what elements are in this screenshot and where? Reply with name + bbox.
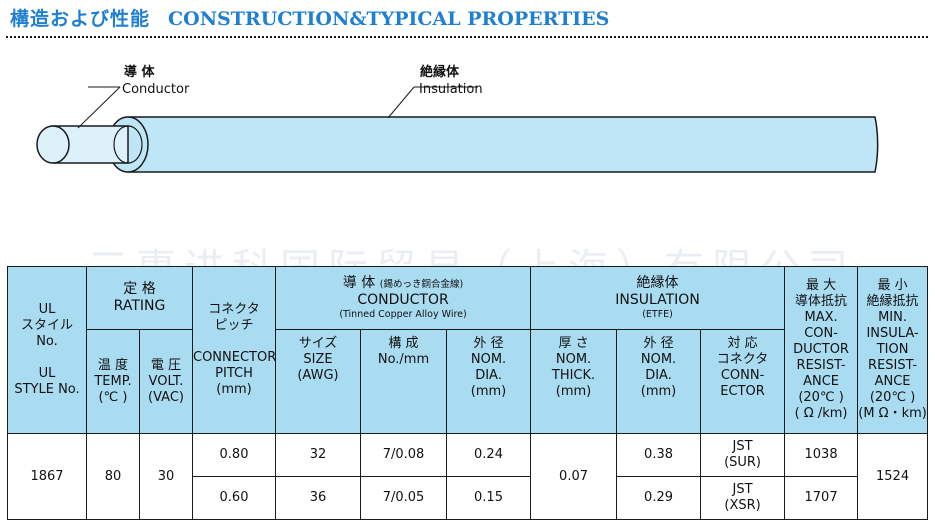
header-composition: 構 成 No./mm (360, 329, 447, 434)
header-conductor-sub: (Tinned Copper Alloy Wire) (339, 309, 467, 320)
insulation-callout: 絶縁体 Insulation (387, 64, 483, 119)
header-conductor-en: CONDUCTOR (357, 292, 449, 308)
cell-thickness: 0.07 (530, 433, 618, 520)
cable-diagram: 導 体 Conductor 絶縁体 Insulation (36, 64, 879, 173)
page-title-en: CONSTRUCTION&TYPICAL PROPERTIES (168, 8, 610, 30)
header-size: サイズ SIZE (AWG) (275, 329, 361, 434)
header-max-resistance: 最 大導体抵抗 MAX. CON- DUCTOR RESIST- ANCE (20℃ )( … (784, 266, 859, 434)
cell-size: 36 (275, 476, 361, 520)
conductor-callout: 導 体 Conductor (77, 64, 190, 129)
header-volt: 電 圧 VOLT. (VAC) (139, 329, 193, 434)
header-conductor-jp: 導 体 (342, 275, 376, 291)
title-divider (6, 36, 928, 38)
header-insulation: 絶縁体 INSULATION (ETFE) (530, 266, 786, 330)
cell-conductor-dia: 0.24 (445, 433, 532, 477)
header-temp: 温 度 TEMP. (℃ ) (86, 329, 140, 434)
cell-pitch: 0.60 (192, 476, 276, 520)
cell-size: 32 (275, 433, 361, 477)
insulation-label-en: Insulation (419, 82, 483, 97)
header-conductor-dia: 外 径 NOM. DIA. (mm) (445, 329, 532, 434)
cell-style-no: 1867 (7, 433, 87, 520)
cell-max-resistance: 1038 (784, 433, 859, 477)
conductor-label-jp: 導 体 (124, 64, 156, 80)
insulation-label-jp: 絶縁体 (419, 64, 460, 80)
cell-composition: 7/0.08 (360, 433, 447, 477)
header-conductor-note: (錫めっき銅合金線) (379, 279, 464, 290)
cell-connector: JST (XSR) (700, 476, 786, 520)
cell-composition: 7/0.05 (360, 476, 447, 520)
insulation-body (127, 116, 879, 173)
cell-temp: 80 (86, 433, 140, 520)
header-ul-style: UL スタイル No. UL STYLE No. (7, 266, 87, 434)
cell-min-resistance: 1524 (857, 433, 929, 520)
conductor-inner-edge (113, 125, 143, 164)
cell-connector: JST (SUR) (700, 433, 786, 477)
cell-max-resistance: 1707 (784, 476, 859, 520)
page-title: 構造および性能 CONSTRUCTION&TYPICAL PROPERTIES (10, 4, 609, 32)
header-connector-pitch: コネクタ ピッチ CONNECTOR PITCH (mm) (192, 266, 276, 434)
header-insulation-en: INSULATION (615, 292, 700, 308)
cell-insulation-dia: 0.38 (616, 433, 702, 477)
page-title-jp: 構造および性能 (10, 8, 151, 30)
header-thickness: 厚 さ NOM. THICK. (mm) (530, 329, 618, 434)
cell-volt: 30 (139, 433, 193, 520)
cell-conductor-dia: 0.15 (445, 476, 532, 520)
spec-table: UL スタイル No. UL STYLE No. 定 格 RATING コネクタ ピッチ … (7, 266, 929, 520)
header-insulation-jp: 絶縁体 (636, 275, 679, 291)
cell-insulation-dia: 0.29 (616, 476, 702, 520)
cell-pitch: 0.80 (192, 433, 276, 477)
table-row: 1867 80 30 0.80 32 7/0.08 0.24 0.07 0.38… (7, 433, 929, 520)
conductor-end-face (36, 125, 70, 164)
conductor-label-en: Conductor (122, 82, 190, 97)
header-conductor: 導 体 (錫めっき銅合金線) CONDUCTOR (Tinned Copper … (274, 266, 532, 330)
header-connector: 対 応コネクタ CONN- ECTOR (700, 329, 786, 434)
table-row: 0.60 36 7/0.05 0.15 0.29 JST (XSR) 1707 (8, 476, 928, 520)
header-insulation-dia: 外 径 NOM. DIA. (mm) (616, 329, 702, 434)
header-min-resistance: 最 小絶縁抵抗 MIN. INSULA- TION RESIST- ANCE (20℃ )(… (857, 266, 929, 434)
header-insulation-sub: (ETFE) (642, 309, 673, 320)
header-rating: 定 格 RATING (86, 266, 193, 330)
